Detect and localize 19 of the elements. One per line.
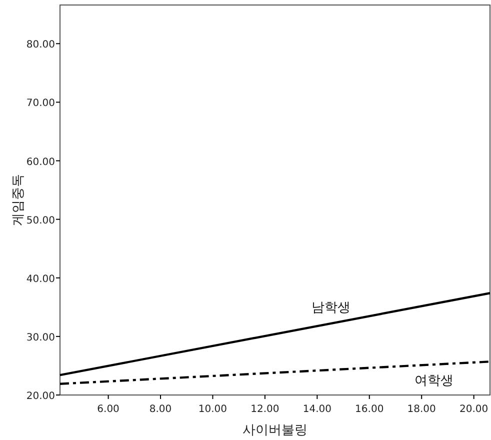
y-tick-label: 50.00 [26,215,55,226]
series-label: 남학생 [311,300,350,316]
series-label: 여학생 [414,374,454,389]
y-tick-label: 40.00 [26,274,55,285]
x-tick-label: 16.00 [355,404,384,415]
y-axis-title: 게임중독 [11,174,26,226]
y-tick-label: 20.00 [26,391,55,402]
x-tick-label: 18.00 [407,404,436,415]
x-tick-label: 12.00 [250,404,280,415]
x-tick-label: 6.00 [97,404,120,415]
x-tick-label: 8.00 [149,404,172,415]
y-tick-label: 30.00 [26,332,55,344]
y-tick-label: 60.00 [26,156,55,168]
x-tick-label: 20.00 [459,404,488,415]
x-axis-title: 사이버불링 [242,423,308,438]
y-tick-label: 80.00 [26,40,55,51]
x-tick-label: 10.00 [198,404,228,415]
x-tick-label: 14.00 [302,404,332,415]
y-tick-label: 70.00 [26,98,55,110]
